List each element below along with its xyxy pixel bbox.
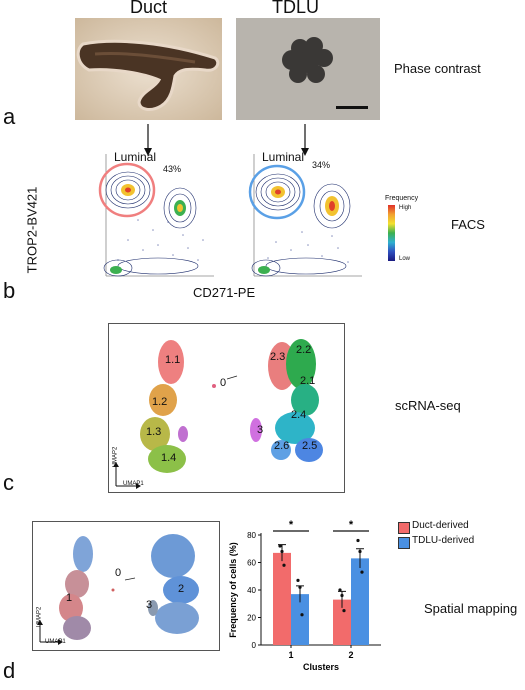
bar-duct-cluster-1 — [273, 552, 291, 645]
umap-label-2-2: 2.2 — [296, 344, 312, 356]
duct-gate-pct: 43% — [163, 164, 182, 174]
facs-label: FACS — [451, 217, 485, 232]
umap-axis-x-label: UMAP1 — [123, 481, 144, 487]
panel-b: TROP2-BV421 Luminal 43% — [0, 150, 525, 305]
duct-gate-label: Luminal — [114, 150, 157, 164]
bar-tdlu-cluster-1 — [291, 594, 309, 645]
data-point — [282, 563, 286, 567]
data-point — [278, 544, 282, 548]
umap-label-3: 3 — [257, 424, 264, 436]
umap-label-0: 0 — [220, 377, 227, 389]
bar-tdlu-cluster-2 — [351, 558, 369, 645]
umap-label-1-1: 1.1 — [165, 354, 181, 366]
y-tick-label: 0 — [252, 641, 257, 650]
y-tick-label: 80 — [247, 531, 256, 540]
bar-duct-cluster-2 — [333, 599, 351, 645]
facs-ylabel: TROP2-BV421 — [24, 186, 40, 274]
panel-letter-a: a — [3, 104, 16, 129]
umap-label-1-4: 1.4 — [161, 452, 177, 464]
frequency-colorbar — [388, 205, 395, 261]
data-point — [280, 549, 284, 554]
legend-swatch-duct — [398, 522, 410, 534]
data-point — [360, 570, 364, 574]
frequency-legend-title: Frequency — [385, 195, 419, 202]
umap-scrna-plot: 1.1 1.2 1.3 1.4 0 3 2.3 2.2 2.1 2.4 2.6 … — [108, 323, 345, 493]
panel-d: 1 0 3 2 UMAP2 UMAP1 0 20 40 60 80 1 * 2 * Cluster… — [0, 515, 525, 685]
spatial-label-0: 0 — [115, 567, 122, 579]
panel-letter-d: d — [3, 658, 16, 683]
spatial-axes-icon — [37, 620, 63, 645]
frequency-bar-chart: 0 20 40 60 80 1 * 2 * Clusters Frequency of cells … — [226, 515, 396, 685]
umap-axes-icon — [113, 462, 141, 489]
y-tick-label: 20 — [247, 614, 256, 623]
data-point — [298, 585, 302, 589]
tdlu-header: TDLU — [272, 0, 320, 17]
data-point — [338, 588, 342, 592]
umap-label-2-6: 2.6 — [274, 440, 290, 452]
spatial-label-3: 3 — [146, 599, 153, 611]
spatial-axis-x-label: UMAP1 — [45, 639, 66, 645]
umap-spatial-plot: 1 0 3 2 UMAP2 UMAP1 — [32, 521, 220, 651]
umap-label-1-3: 1.3 — [146, 426, 162, 438]
spatial-mapping-label: Spatial mapping — [424, 601, 518, 616]
umap-label-1-2: 1.2 — [152, 396, 168, 408]
spatial-axis-y-label: UMAP2 — [36, 606, 43, 628]
umap-axis-y-label: UMAP2 — [112, 446, 119, 468]
x-axis-label: Clusters — [303, 662, 339, 672]
panel-letter-b: b — [3, 278, 16, 303]
bar-chart-svg: 0 20 40 60 80 1 * 2 * Clusters Frequency of cells … — [228, 519, 381, 672]
umap-label-2-4: 2.4 — [291, 409, 307, 421]
tdlu-phase-image — [236, 18, 380, 120]
significance-star: * — [289, 519, 294, 531]
umap-label-2-3: 2.3 — [270, 351, 286, 363]
data-point — [296, 578, 300, 582]
x-tick-label: 1 — [288, 650, 293, 660]
chart-legend: Duct-derived TDLU-derived — [398, 520, 523, 554]
y-axis-label: Frequency of cells (%) — [228, 542, 238, 638]
facs-plot-tdlu — [246, 150, 364, 282]
umap-label-2-5: 2.5 — [302, 440, 318, 452]
x-tick-label: 2 — [348, 650, 353, 660]
data-point — [358, 549, 362, 554]
panel-arrows — [144, 124, 309, 156]
data-point — [300, 613, 304, 617]
y-tick-label: 60 — [247, 559, 256, 568]
data-point — [342, 609, 346, 613]
legend-swatch-tdlu — [398, 537, 410, 549]
panel-a: Duct TDLU Phase — [0, 0, 525, 130]
frequency-legend-high: High — [399, 205, 412, 211]
scrna-seq-label: scRNA-seq — [395, 398, 461, 413]
data-point — [340, 593, 344, 598]
tdlu-gate-pct: 34% — [312, 160, 331, 170]
panel-letter-c: c — [3, 470, 14, 495]
panel-c: 1.1 1.2 1.3 1.4 0 3 2.3 2.2 2.1 2.4 2.6 … — [0, 320, 525, 500]
phase-contrast-label: Phase contrast — [394, 61, 481, 76]
legend-label-duct: Duct-derived — [412, 520, 469, 531]
frequency-legend-low: Low — [399, 256, 411, 262]
duct-header: Duct — [130, 0, 168, 17]
spatial-label-2: 2 — [178, 583, 185, 595]
facs-xlabel: CD271-PE — [193, 285, 256, 300]
spatial-label-1: 1 — [66, 592, 73, 604]
facs-plot-duct — [98, 150, 216, 282]
significance-star: * — [349, 519, 354, 531]
umap-label-2-1: 2.1 — [300, 375, 316, 387]
data-point — [356, 538, 360, 543]
duct-phase-image — [75, 18, 222, 120]
legend-label-tdlu: TDLU-derived — [412, 535, 475, 546]
tdlu-gate-label: Luminal — [262, 150, 305, 164]
y-tick-label: 40 — [247, 586, 256, 595]
